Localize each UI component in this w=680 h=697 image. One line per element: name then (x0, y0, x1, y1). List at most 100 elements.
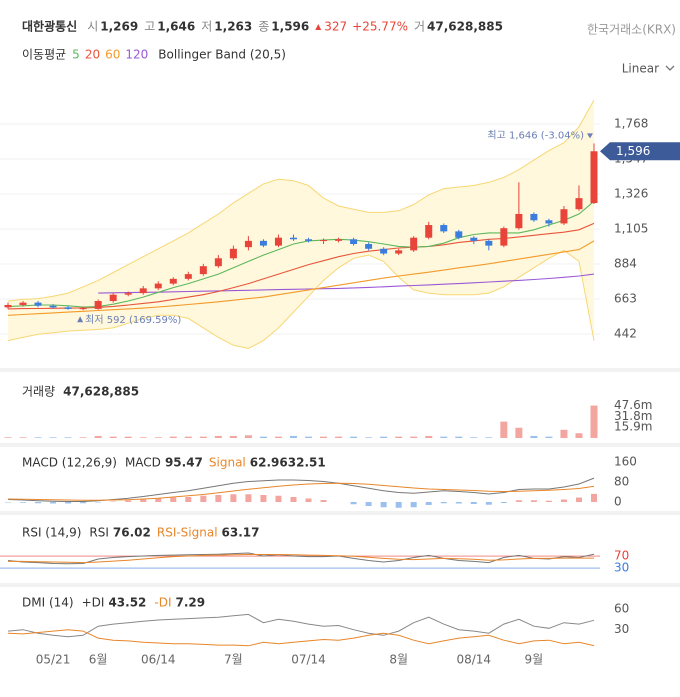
volume-bar (4, 437, 12, 438)
moving-average (7, 200, 595, 308)
histogram-bar (95, 502, 102, 503)
candle-body (139, 288, 147, 294)
moving-average (98, 273, 595, 294)
low-marker (77, 316, 84, 323)
volume-bar (515, 427, 523, 438)
moving-average (7, 240, 595, 316)
last-price-label: 1,596 (616, 144, 650, 158)
volume-bar (184, 436, 192, 438)
volume-bar (560, 429, 568, 438)
chevron[interactable] (665, 65, 675, 71)
x-tick-label: 8월 (389, 653, 408, 667)
volume: 47,628,885 (427, 20, 503, 34)
x-tick-label: 07/14 (291, 653, 326, 667)
volume-bar (440, 436, 448, 438)
histogram-bar (425, 502, 432, 505)
candle-body (19, 302, 27, 305)
candle-body (590, 151, 598, 204)
series-value: 63.17 (222, 526, 260, 540)
scale-select[interactable]: Linear (622, 62, 659, 76)
legend-item: 5 (72, 48, 80, 62)
y-tick-label: 80 (614, 475, 629, 489)
candle-body (350, 239, 358, 245)
exchange: 한국거래소(KRX) (587, 23, 676, 37)
histogram-bar (350, 502, 357, 505)
candle-body (365, 244, 373, 249)
panel-separator (0, 583, 680, 587)
volume-bar (380, 436, 388, 438)
candle-body (335, 239, 343, 241)
low-annotation: 최저 592 (169.59%) (85, 314, 181, 326)
volume-bar (214, 435, 222, 438)
last-price-badge (600, 142, 680, 161)
candle-body (500, 228, 508, 246)
volume-bar (34, 437, 42, 438)
volume-bar (244, 435, 252, 438)
volume-value: 47,628,885 (63, 385, 139, 399)
series-value: 95.47 (165, 456, 203, 470)
panel-separator (0, 511, 680, 515)
volume-bar (109, 436, 117, 438)
volume-bar (49, 437, 57, 438)
histogram-bar (320, 500, 327, 502)
histogram-bar (275, 495, 282, 502)
x-tick-label: 05/21 (36, 653, 71, 667)
candle-body (305, 239, 313, 241)
candle-body (274, 237, 282, 246)
histogram-bar (365, 502, 372, 506)
volume-bar (545, 436, 553, 438)
panel-title: 거래량 (22, 385, 55, 399)
x-tick-label: 6월 (89, 653, 108, 667)
volume-bar (124, 436, 132, 438)
volume-bar (305, 436, 313, 438)
candle-body (4, 304, 12, 308)
candle-body (229, 248, 237, 259)
stock-name: 대한광통신 (22, 19, 77, 34)
volume-bar (289, 435, 297, 438)
legend-item: 120 (125, 48, 148, 62)
histogram-bar (290, 497, 297, 502)
candle-body (64, 307, 72, 309)
quote-label: 종 (258, 20, 269, 34)
volume-bar (274, 436, 282, 438)
x-tick-label: 08/14 (456, 653, 491, 667)
candle-body (425, 225, 433, 238)
panel-separator (0, 368, 680, 372)
histogram-bar (305, 498, 312, 502)
histogram-bar (500, 502, 507, 503)
panel-separator (0, 443, 680, 447)
change: 327 (324, 20, 347, 34)
x-tick-label: 7월 (224, 653, 243, 667)
candle-body (169, 278, 177, 284)
volume-bar (455, 436, 463, 438)
moving-average (7, 222, 595, 310)
band-fill (8, 99, 594, 349)
histogram-bar (440, 502, 447, 504)
y-tick-label: 160 (614, 455, 637, 469)
quote-value: 1,646 (157, 20, 195, 34)
histogram-bar (155, 498, 162, 502)
histogram-bar (455, 502, 462, 504)
volume-bar (530, 435, 538, 438)
volume-bar (470, 437, 478, 438)
volume-bar (410, 436, 418, 438)
y-tick-label: 0 (614, 495, 622, 509)
histogram-bar (470, 502, 477, 504)
quote-value: 1,263 (214, 20, 252, 34)
legend-item: MACD (125, 456, 161, 470)
histogram-bar (245, 494, 252, 502)
high-annotation: 최고 1,646 (-3.04%) (487, 129, 584, 141)
y-tick-label: 663 (614, 291, 637, 305)
volume-bar (395, 436, 403, 438)
histogram-bar (591, 493, 597, 502)
indicator-line (7, 613, 595, 638)
candle-body (470, 237, 478, 241)
volume-bar (154, 437, 162, 438)
histogram-bar (65, 502, 72, 504)
candle-body (410, 237, 418, 251)
volume-bar (500, 421, 508, 438)
quote-label: 고 (144, 20, 155, 34)
candle-body (124, 293, 132, 295)
candle-body (259, 240, 267, 246)
